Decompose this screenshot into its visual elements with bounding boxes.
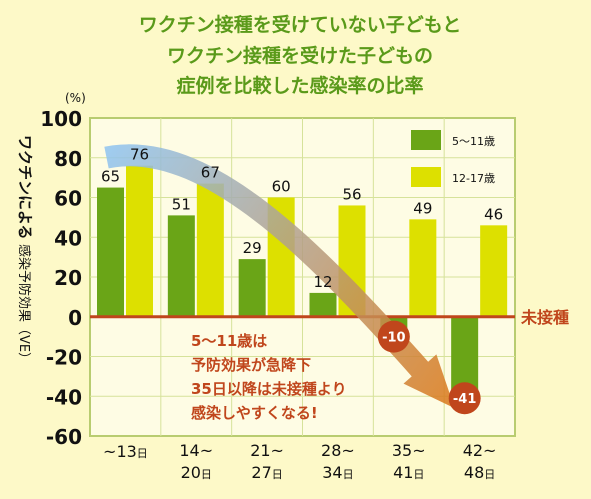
data-label-s0-4: -10	[382, 331, 406, 346]
bar-s0-3	[309, 292, 337, 317]
annotation: 5～11歳は 予防効果が急降下 35日以降は未接種より 感染しやすくなる!	[191, 332, 347, 422]
y-tick-label: 100	[40, 107, 82, 131]
data-label-s1-4: 49	[413, 199, 432, 217]
legend-swatch-12-17	[411, 167, 441, 187]
bar-s0-1	[167, 215, 195, 317]
data-label-s0-0: 65	[101, 168, 120, 186]
data-label-s1-1: 67	[201, 164, 220, 182]
y-tick-label: -20	[46, 346, 82, 370]
y-axis-label-main: ワクチンによる	[16, 135, 34, 240]
legend-label-12-17: 12-17歳	[452, 172, 495, 185]
legend-label-5-11: 5～11歳	[452, 135, 495, 148]
data-badge-s0-4	[377, 320, 410, 353]
annotation-line-2: 予防効果が急降下	[191, 356, 311, 374]
data-label-s1-5: 46	[484, 205, 503, 223]
y-axis-unit: (%)	[65, 91, 86, 105]
chart-title-line-2: ワクチン接種を受けた子どもの	[167, 44, 433, 67]
bar-s1-0	[126, 165, 153, 317]
x-tick-label-5-line-1: 42~	[463, 441, 497, 460]
data-label-s1-2: 60	[272, 178, 291, 196]
x-axis-tick-labels: ~13日 14~ 20日 21~ 27日 28~ 34日 35~ 41日 42~ 48日	[103, 441, 496, 482]
x-tick-label-3-line-1: 28~	[321, 441, 355, 460]
data-label-s0-5: -41	[453, 392, 477, 407]
legend: 5～11歳 12-17歳	[411, 130, 495, 187]
x-tick-label-1-line-1: 14~	[179, 441, 213, 460]
annotation-line-1: 5～11歳は	[191, 332, 267, 350]
annotation-line-3: 35日以降は未接種より	[191, 380, 347, 398]
chart-title-line-3: 症例を比較した感染率の比率	[176, 74, 423, 97]
x-tick-label-4-line-2: 41日	[393, 463, 424, 482]
y-tick-label: 20	[54, 266, 82, 290]
baseline-label: 未接種	[520, 308, 569, 327]
bar-s1-1	[196, 183, 224, 317]
y-axis-label-rest: 感染予防効果（VE）	[16, 244, 32, 365]
x-tick-label-5-line-2: 48日	[464, 463, 495, 482]
bar-s1-5	[480, 225, 508, 317]
y-tick-label: 40	[54, 226, 82, 250]
y-tick-label: -60	[46, 425, 82, 449]
y-tick-label: 60	[54, 187, 82, 211]
y-axis-tick-labels: 100 80 60 40 20 0 -20 -40 -60	[40, 107, 82, 449]
bar-s1-4	[409, 219, 437, 317]
y-tick-label: 0	[68, 306, 82, 330]
annotation-line-4: 感染しやすくなる!	[191, 404, 318, 422]
data-badge-s0-5	[448, 382, 481, 415]
data-labels: 65 51 29 12 -10 -41 76 67 60 56 49 46	[101, 146, 503, 415]
y-tick-label: -40	[46, 385, 82, 409]
data-label-s1-3: 56	[342, 185, 361, 203]
data-label-s0-3: 12	[313, 273, 332, 291]
x-tick-label-4-line-1: 35~	[392, 441, 426, 460]
legend-swatch-5-11	[411, 130, 441, 150]
bar-s0-2	[238, 259, 266, 317]
decline-trend-arrow	[104, 144, 455, 409]
x-tick-label-2-line-2: 27日	[251, 463, 282, 482]
data-label-s1-0: 76	[130, 146, 149, 164]
x-tick-label-1-line-2: 20日	[181, 463, 212, 482]
bar-s0-0	[97, 187, 124, 317]
gridlines	[90, 118, 515, 436]
x-tick-label-3-line-2: 34日	[322, 463, 353, 482]
x-tick-label-0: ~13日	[103, 442, 148, 461]
data-label-s0-1: 51	[172, 195, 191, 213]
data-label-s0-2: 29	[243, 239, 262, 257]
x-tick-label-2-line-1: 21~	[250, 441, 284, 460]
chart-title-line-1: ワクチン接種を受けていない子どもと	[139, 13, 462, 36]
y-tick-label: 80	[54, 147, 82, 171]
